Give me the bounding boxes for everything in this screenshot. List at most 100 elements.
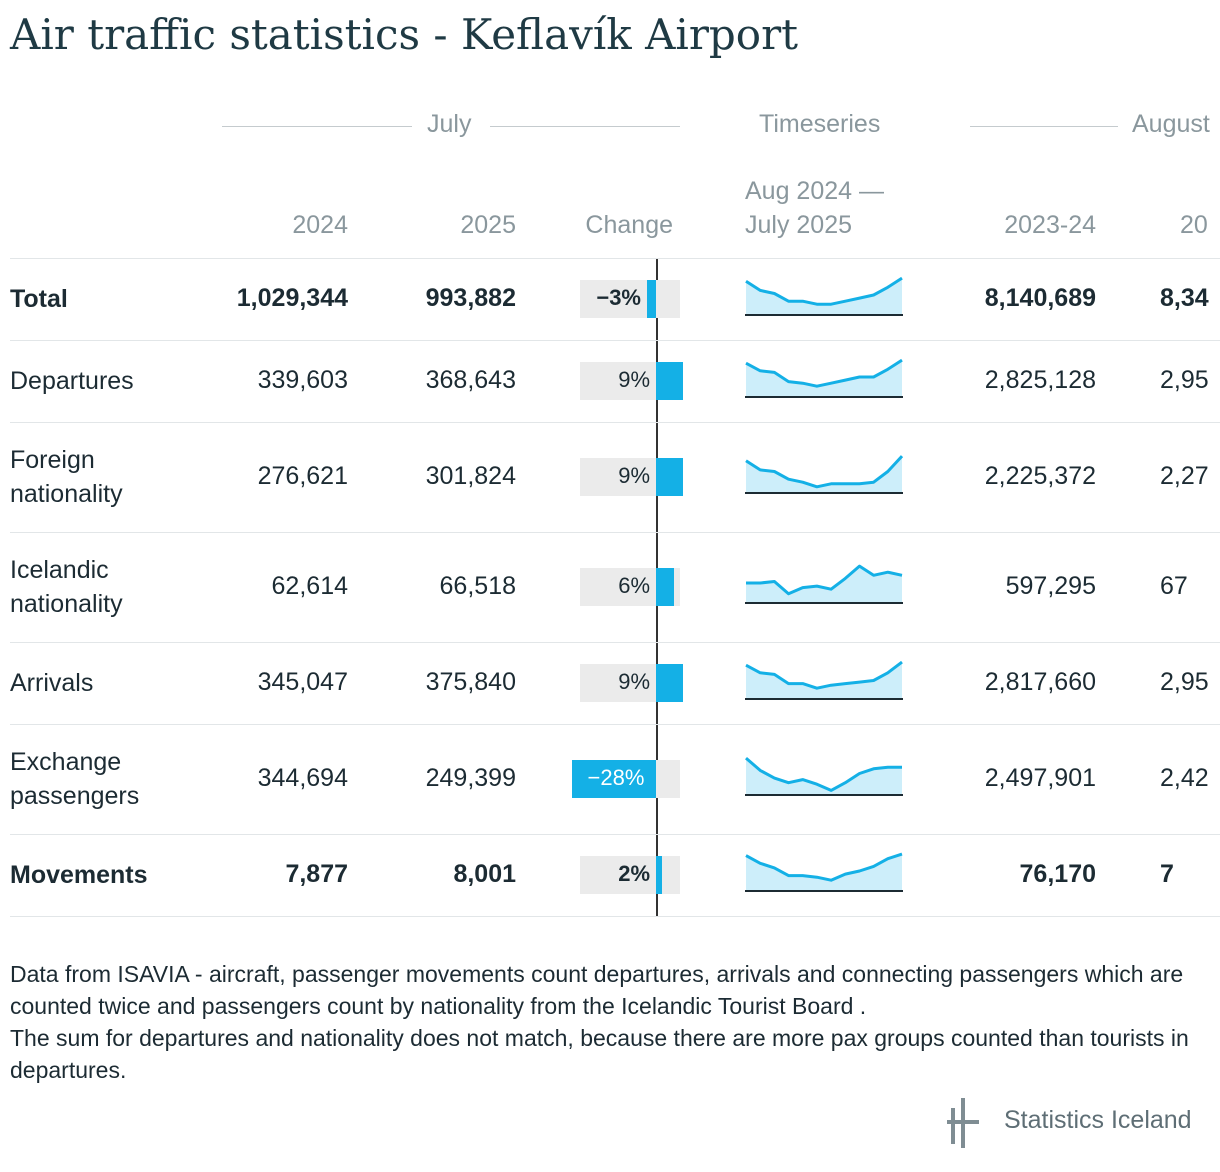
value-july-2024: 345,047 <box>257 668 348 696</box>
row-separator <box>10 834 1220 835</box>
col-header-timeseries-range-line2: July 2025 <box>745 211 853 239</box>
value-july-2025: 993,882 <box>425 284 516 312</box>
timeseries-sparkline <box>745 660 903 700</box>
sparkline-area <box>746 360 902 397</box>
value-july-2025: 66,518 <box>439 572 516 600</box>
timeseries-group-header: Timeseries <box>759 110 881 138</box>
sparkline-line <box>745 276 903 306</box>
change-bar <box>656 458 683 496</box>
change-bar <box>656 362 683 400</box>
col-header-timeseries-range-line1: Aug 2024 — <box>745 177 884 205</box>
col-header-2024: 2024 <box>292 211 348 239</box>
timeseries-sparkline <box>745 276 903 316</box>
row-label: Exchange passengers <box>10 748 140 810</box>
value-aug-2023-24: 597,295 <box>1005 572 1096 600</box>
footnote-line-2: The sum for departures and nationality d… <box>10 1025 1189 1083</box>
sparkline-area <box>746 566 902 603</box>
value-aug-2023-24: 2,497,901 <box>984 764 1096 792</box>
sparkline-line <box>746 564 903 596</box>
sparkline-line <box>745 358 903 388</box>
value-july-2025: 375,840 <box>425 668 516 696</box>
value-aug-2024-25: 2,27 <box>1160 462 1209 490</box>
timeseries-sparkline <box>745 564 903 604</box>
value-aug-2023-24: 8,140,689 <box>984 284 1096 312</box>
change-label: −28% <box>587 765 645 790</box>
col-header-2023-24: 2023-24 <box>1004 211 1096 239</box>
sparkline-area <box>746 662 902 699</box>
value-aug-2024-25: 2,42 <box>1160 764 1209 792</box>
row-separator <box>10 422 1220 423</box>
value-aug-2023-24: 2,225,372 <box>984 462 1096 490</box>
sparkline-area <box>746 278 902 315</box>
value-july-2025: 301,824 <box>425 462 516 490</box>
change-label: 9% <box>618 367 650 392</box>
value-aug-2023-24: 2,825,128 <box>984 366 1096 394</box>
statistics-iceland-logo-icon <box>947 1098 979 1148</box>
value-aug-2023-24: 76,170 <box>1019 860 1096 888</box>
row-separator <box>10 340 1220 341</box>
change-bar <box>656 664 683 702</box>
sparkline-line <box>745 852 903 882</box>
value-july-2024: 7,877 <box>285 860 348 888</box>
sparkline-line <box>745 455 903 489</box>
col-header-change: Change <box>585 211 673 239</box>
page-title: Air traffic statistics - Keflavík Airpor… <box>10 10 799 59</box>
timeseries-sparkline <box>745 756 903 796</box>
sparkline-area <box>746 758 902 795</box>
value-july-2024: 1,029,344 <box>236 284 348 312</box>
value-aug-2024-25: 7 <box>1160 860 1174 888</box>
footnote-line-1: Data from ISAVIA - aircraft, passenger m… <box>10 961 1184 1019</box>
value-july-2024: 276,621 <box>257 462 348 490</box>
change-label: 2% <box>618 861 650 886</box>
row-label: Total <box>10 285 68 313</box>
value-aug-2024-25: 2,95 <box>1160 366 1209 394</box>
row-separator <box>10 916 1220 917</box>
value-july-2025: 249,399 <box>425 764 516 792</box>
sparkline-line <box>745 660 903 690</box>
row-separator <box>10 532 1220 533</box>
change-label: 6% <box>618 573 650 598</box>
change-bar <box>656 856 662 894</box>
timeseries-sparkline <box>745 455 903 494</box>
change-bar-track <box>580 280 680 318</box>
timeseries-sparkline <box>745 852 903 892</box>
row-label: Arrivals <box>10 669 94 697</box>
change-bar <box>572 760 656 798</box>
row-separator <box>10 642 1220 643</box>
value-aug-2024-25: 8,34 <box>1160 284 1209 312</box>
change-bar <box>647 280 656 318</box>
change-label: 9% <box>618 463 650 488</box>
footnote: Data from ISAVIA - aircraft, passenger m… <box>10 958 1210 1086</box>
value-aug-2023-24: 2,817,660 <box>984 668 1096 696</box>
july-group-header: July <box>427 110 472 138</box>
value-july-2025: 368,643 <box>425 366 516 394</box>
august-group-line-left <box>970 126 1118 127</box>
row-label: Foreign nationality <box>10 446 123 508</box>
timeseries-sparkline <box>745 358 903 398</box>
col-header-timeseries-range: Aug 2024 — July 2025 <box>745 174 884 242</box>
value-aug-2024-25: 67 <box>1160 572 1188 600</box>
row-label: Departures <box>10 367 134 395</box>
july-group-line-right <box>490 126 680 127</box>
sparkline-area <box>746 854 902 891</box>
col-header-2025: 2025 <box>460 211 516 239</box>
value-july-2024: 339,603 <box>257 366 348 394</box>
row-separator <box>10 724 1220 725</box>
august-group-header: August <box>1132 110 1210 138</box>
col-header-2024-25-cut: 20 <box>1180 211 1208 239</box>
value-aug-2024-25: 2,95 <box>1160 668 1209 696</box>
row-label: Icelandic nationality <box>10 556 123 618</box>
sparkline-area <box>746 456 902 493</box>
change-bar <box>656 568 674 606</box>
logo-text: Statistics Iceland <box>1004 1106 1192 1134</box>
july-group-line-left <box>222 126 412 127</box>
value-july-2024: 344,694 <box>257 764 348 792</box>
row-label: Movements <box>10 861 148 889</box>
row-separator <box>10 258 1220 259</box>
sparkline-line <box>745 756 902 792</box>
change-label: −3% <box>596 285 641 310</box>
change-bar-track <box>580 856 680 894</box>
change-label: 9% <box>618 669 650 694</box>
value-july-2025: 8,001 <box>453 860 516 888</box>
value-july-2024: 62,614 <box>271 572 348 600</box>
